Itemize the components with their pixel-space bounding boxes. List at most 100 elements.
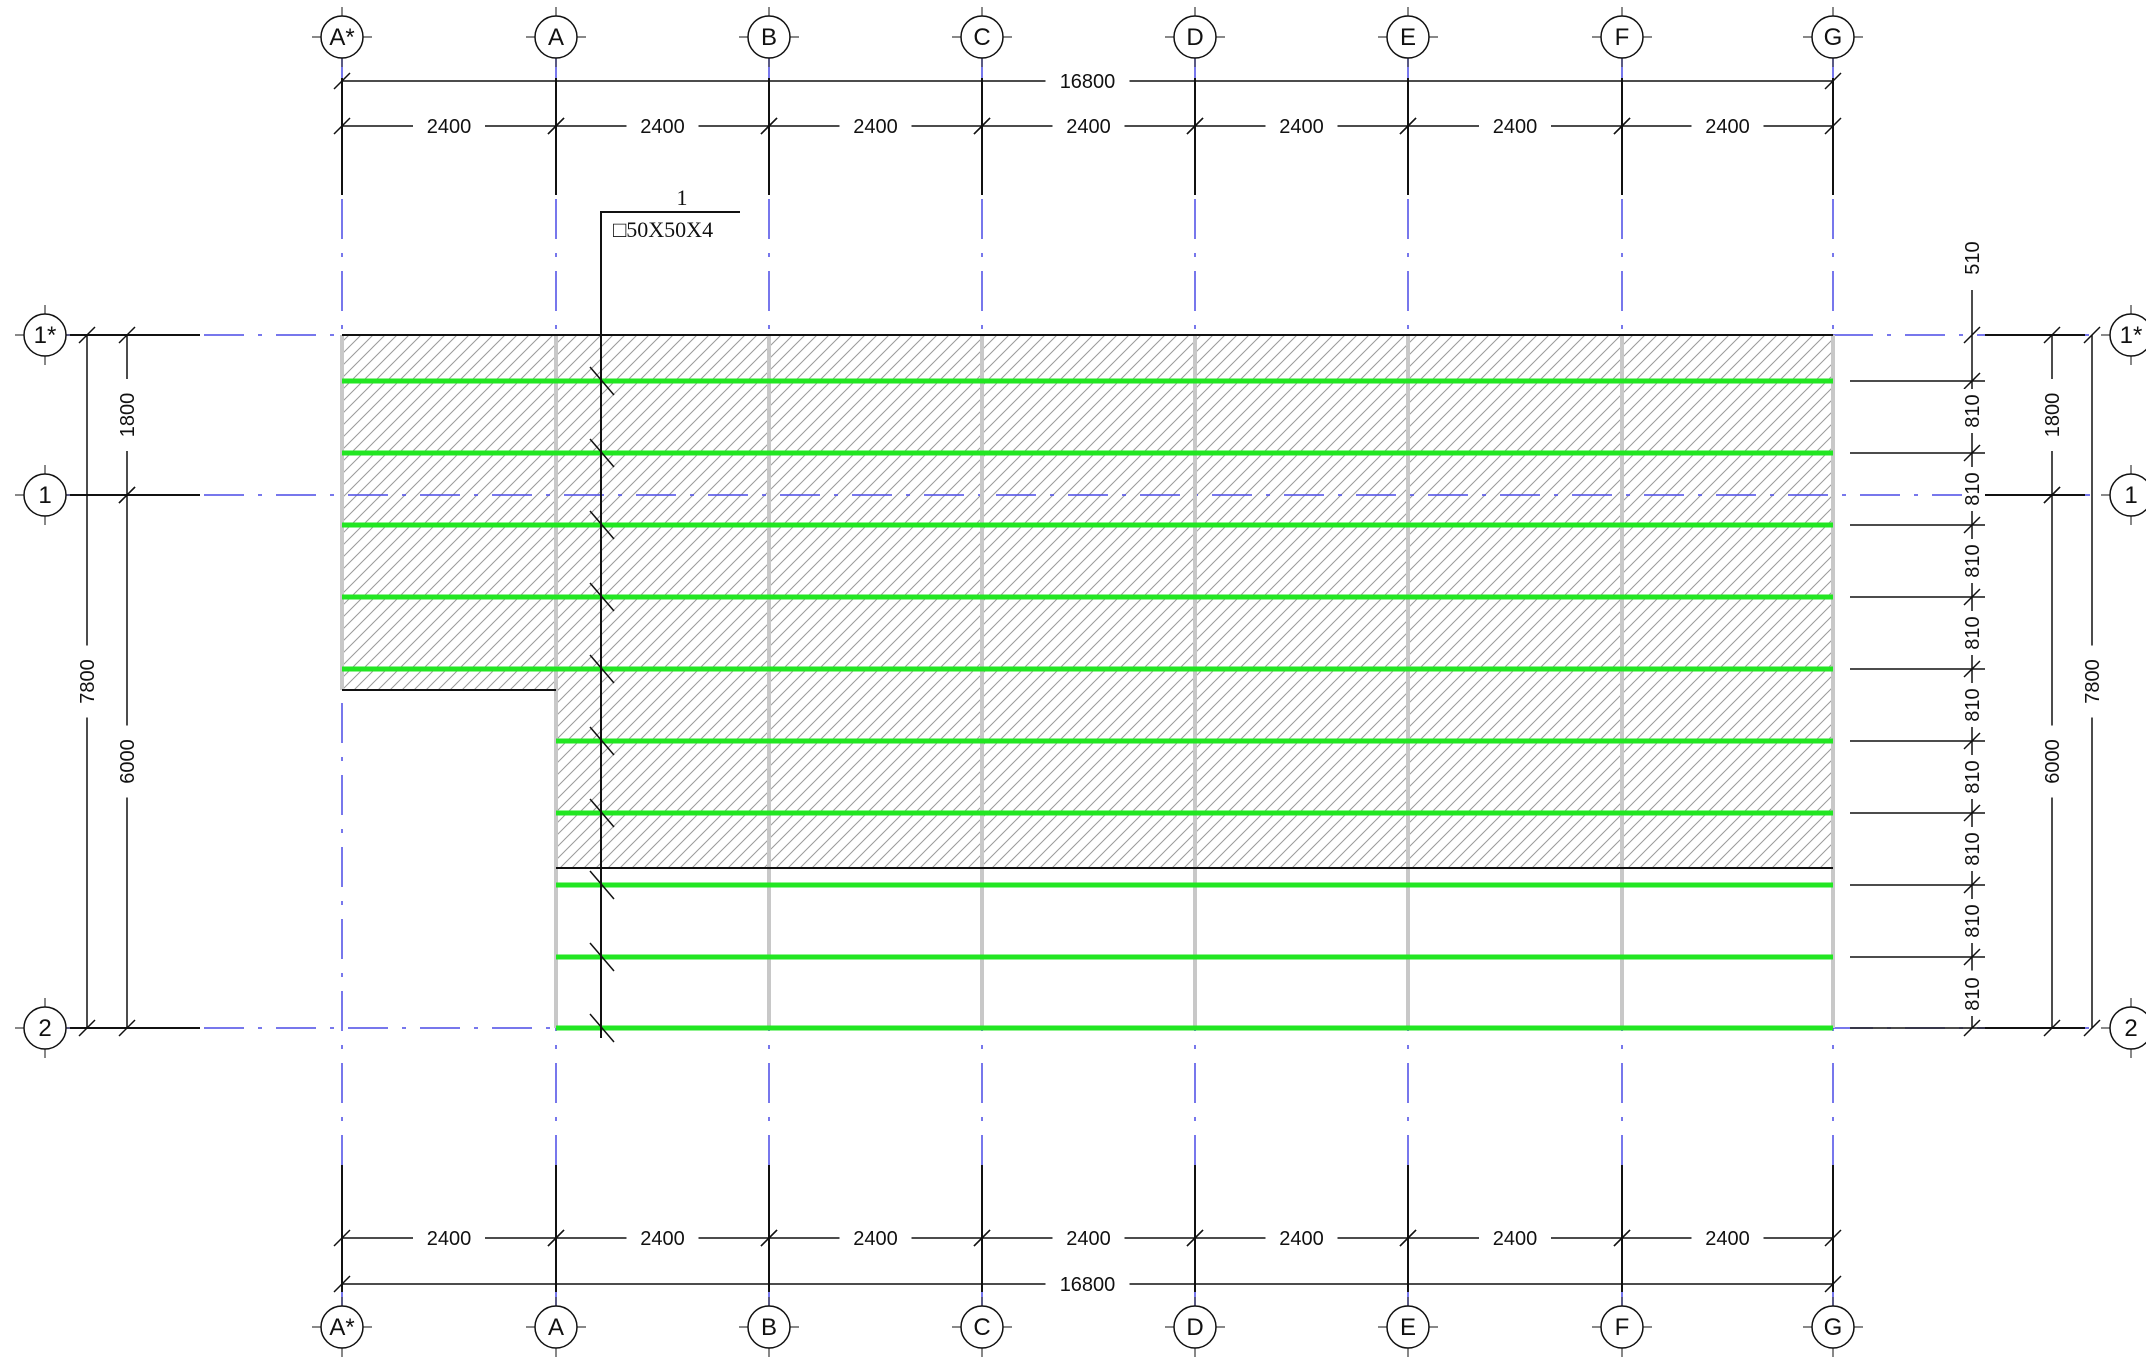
dim-tick bbox=[1613, 117, 1631, 135]
dim-label-bg bbox=[1962, 683, 1982, 727]
grid-bubble-1-left-circle bbox=[23, 473, 67, 517]
dim-label-bg bbox=[1962, 611, 1982, 655]
grid-bubble-g-bottom: G bbox=[1824, 1314, 1843, 1341]
grid-bubble-1star-left: 1* bbox=[34, 322, 57, 349]
grid-bubble-e-bottom-circle bbox=[1386, 1305, 1430, 1349]
grid-bubble-2-left: 2 bbox=[38, 1015, 51, 1042]
dim-label-bg bbox=[1962, 539, 1982, 583]
grid-bubble-astar-top: A* bbox=[329, 24, 354, 51]
dim-overall-top: 16800 bbox=[1060, 71, 1116, 93]
dim-bay-bottom: 2400 bbox=[1066, 1228, 1111, 1250]
grid-bubble-c-top-circle bbox=[960, 15, 1004, 59]
dim-tick bbox=[333, 1275, 351, 1293]
bottom-dimensions: 2400 2400 2400 2400 2400 2400 2400 16800 bbox=[333, 1228, 1842, 1296]
dim-tick bbox=[1399, 1229, 1417, 1247]
dim-tick bbox=[1963, 732, 1981, 750]
dim-tick bbox=[118, 326, 136, 344]
grid-bubble-1star-right: 1* bbox=[2120, 322, 2143, 349]
dim-bay-top: 2400 bbox=[1493, 116, 1538, 138]
dim-tick bbox=[1963, 948, 1981, 966]
grid-bubble-c-top: C bbox=[973, 24, 990, 51]
grid-bubble-d-bottom: D bbox=[1186, 1314, 1203, 1341]
member-tag: 1 □50X50X4 bbox=[600, 185, 740, 1038]
grid-bubble-2-right: 2 bbox=[2124, 1015, 2137, 1042]
dim-bay-bottom: 2400 bbox=[427, 1228, 472, 1250]
dim-tick bbox=[973, 117, 991, 135]
dim-right-spacing: 810 bbox=[1962, 394, 1984, 427]
right-dimensions: 7800 1800 6000 510 810 810 810 810 810 810 810 810 8… bbox=[1962, 241, 2104, 1037]
grid-bubble-d-bottom-circle bbox=[1173, 1305, 1217, 1349]
dim-overall-bottom: 16800 bbox=[1060, 1274, 1116, 1296]
grid-bubble-f-top-circle bbox=[1600, 15, 1644, 59]
dim-right-spacing: 810 bbox=[1962, 616, 1984, 649]
grid-bubble-1-right-circle bbox=[2109, 473, 2146, 517]
dim-right-spacing: 810 bbox=[1962, 544, 1984, 577]
grid-bubble-e-top: E bbox=[1400, 24, 1416, 51]
dim-tick bbox=[2083, 326, 2101, 344]
grid-bubble-b-top-circle bbox=[747, 15, 791, 59]
dim-label-bg bbox=[1962, 755, 1982, 799]
grid-bubble-g-top-circle bbox=[1811, 15, 1855, 59]
dim-label-bg bbox=[1962, 899, 1982, 943]
dim-tick bbox=[1824, 117, 1842, 135]
dim-tick bbox=[78, 1019, 96, 1037]
dim-bay-top: 2400 bbox=[1066, 116, 1111, 138]
dim-tick bbox=[2083, 1019, 2101, 1037]
dim-tick bbox=[1963, 444, 1981, 462]
vertical-grid-axes bbox=[341, 55, 1834, 1308]
dim-tick bbox=[333, 72, 351, 90]
grid-bubble-a-bottom: A bbox=[548, 1314, 564, 1341]
grid-bubble-astar-top-circle bbox=[320, 15, 364, 59]
grid-bubble-b-top: B bbox=[761, 24, 777, 51]
dim-tick bbox=[760, 1229, 778, 1247]
dim-label-bg bbox=[1962, 389, 1982, 433]
dim-right-spacing: 810 bbox=[1962, 977, 1984, 1010]
dim-bay-top: 2400 bbox=[853, 116, 898, 138]
dim-bay-bottom: 2400 bbox=[1493, 1228, 1538, 1250]
top-dimensions: 2400 2400 2400 2400 2400 2400 2400 16800 bbox=[333, 71, 1842, 138]
dim-tick bbox=[1186, 1229, 1204, 1247]
dim-tick bbox=[1963, 326, 1981, 344]
hatched-roof-area bbox=[342, 335, 1833, 868]
dim-tick bbox=[1963, 1019, 1981, 1037]
dim-tick bbox=[1824, 1229, 1842, 1247]
grid-bubble-d-top-circle bbox=[1173, 15, 1217, 59]
dim-bay-bottom: 2400 bbox=[853, 1228, 898, 1250]
dim-tick bbox=[118, 486, 136, 504]
dim-tick bbox=[1824, 1275, 1842, 1293]
dim-tick bbox=[2043, 1019, 2061, 1037]
dim-tick bbox=[1186, 117, 1204, 135]
dim-right-upper: 1800 bbox=[2042, 393, 2064, 438]
dim-right-top-offset: 510 bbox=[1962, 241, 1984, 274]
grid-bubble-astar-bottom: A* bbox=[329, 1314, 354, 1341]
dim-left-upper: 1800 bbox=[117, 393, 139, 438]
dim-right-spacing: 810 bbox=[1962, 832, 1984, 865]
dim-tick bbox=[2043, 326, 2061, 344]
grid-bubble-e-top-circle bbox=[1386, 15, 1430, 59]
left-dimensions: 7800 1800 6000 bbox=[77, 326, 139, 1037]
dim-bay-bottom: 2400 bbox=[1279, 1228, 1324, 1250]
dim-tick bbox=[1963, 588, 1981, 606]
dim-bay-top: 2400 bbox=[640, 116, 685, 138]
dim-right-spacing: 810 bbox=[1962, 904, 1984, 937]
dim-tick bbox=[973, 1229, 991, 1247]
dim-label-bg bbox=[1962, 467, 1982, 511]
grid-bubble-c-bottom: C bbox=[973, 1314, 990, 1341]
dim-tick bbox=[1399, 117, 1417, 135]
dim-label-bg bbox=[1962, 827, 1982, 871]
dim-tick bbox=[547, 117, 565, 135]
grid-bubble-2-left-circle bbox=[23, 1006, 67, 1050]
dim-right-outer: 7800 bbox=[2082, 659, 2104, 704]
dim-right-spacing: 810 bbox=[1962, 688, 1984, 721]
dim-tick bbox=[118, 1019, 136, 1037]
dim-tick bbox=[1824, 72, 1842, 90]
tag-mark: 1 bbox=[677, 185, 688, 210]
horizontal-grid-axes bbox=[60, 334, 2090, 1029]
dim-left-outer: 7800 bbox=[77, 659, 99, 704]
dim-tick bbox=[1963, 804, 1981, 822]
grid-bubble-b-bottom: B bbox=[761, 1314, 777, 1341]
dim-bay-top: 2400 bbox=[1705, 116, 1750, 138]
grid-bubble-a-bottom-circle bbox=[534, 1305, 578, 1349]
grid-bubbles: A* A* A A B B C C D D E E F F G G 1* 1* 1 1 2 2 bbox=[15, 7, 2146, 1357]
